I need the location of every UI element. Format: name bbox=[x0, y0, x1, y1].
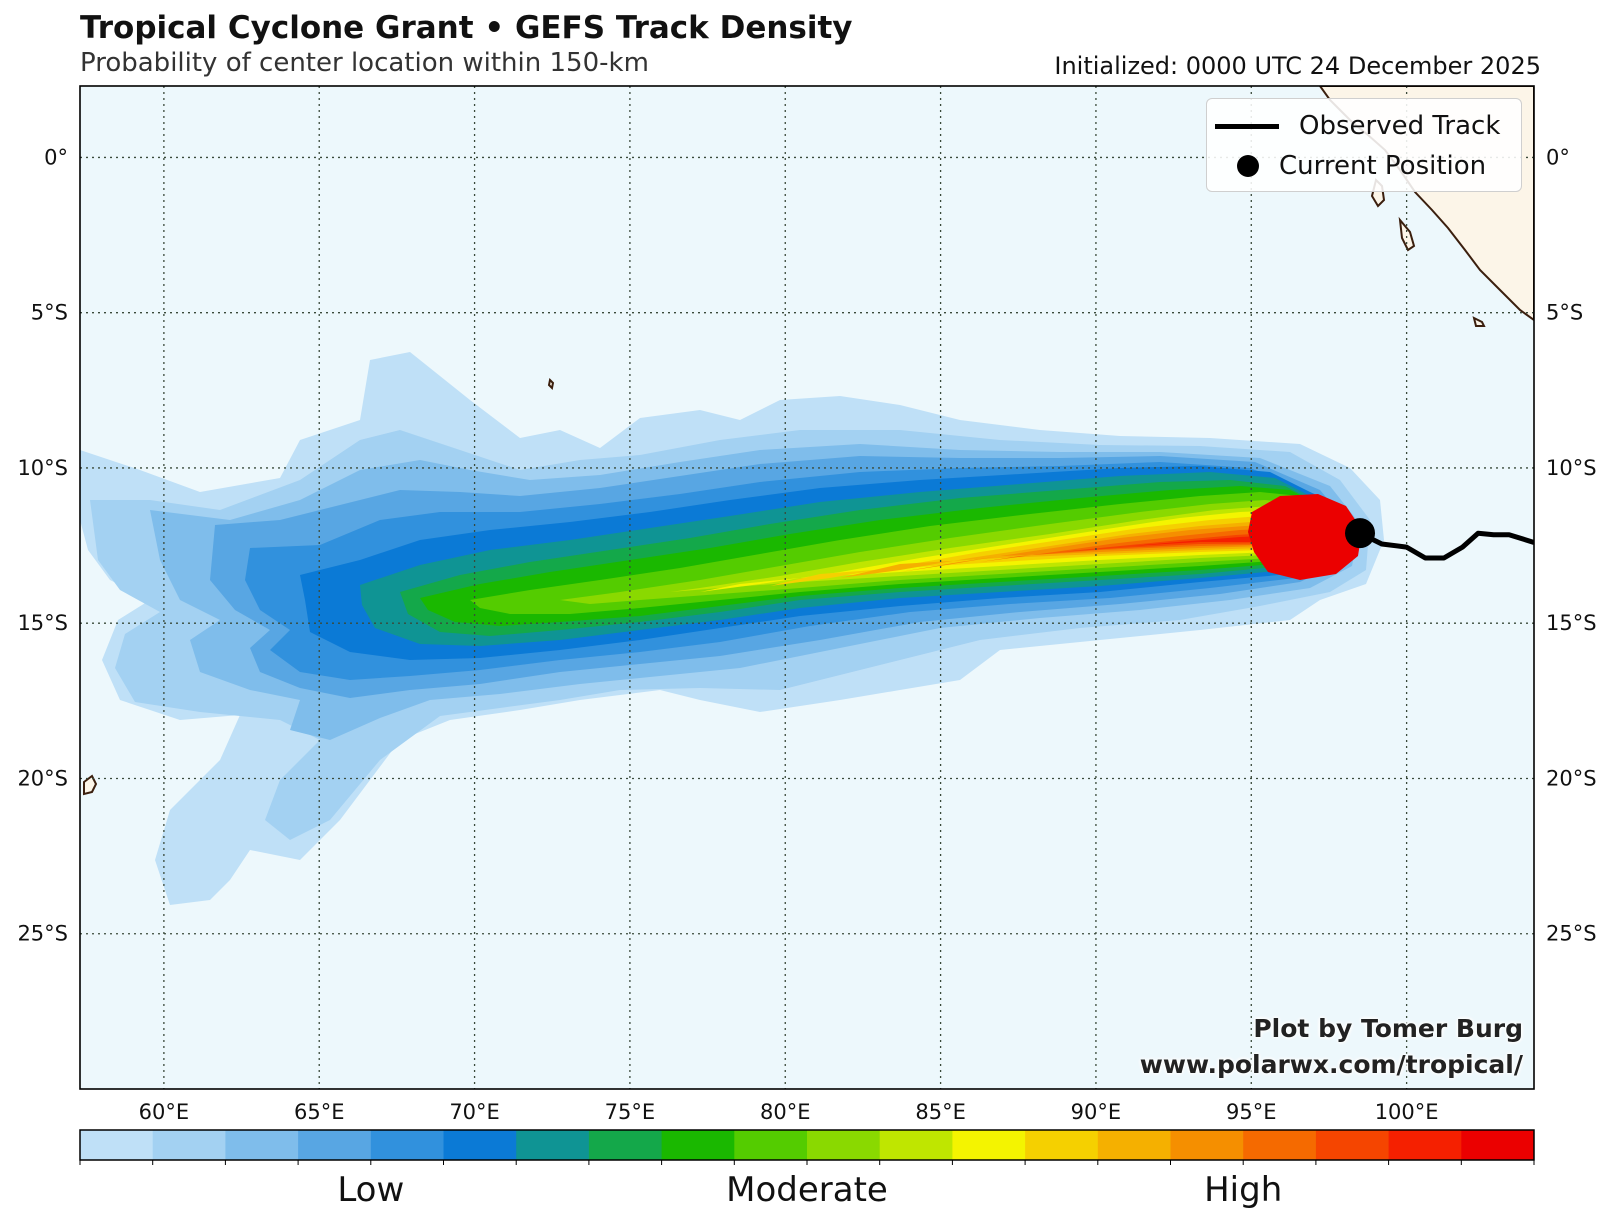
lat-label-left: 25°S bbox=[17, 922, 68, 946]
colorbar-swatch bbox=[588, 1130, 663, 1160]
colorbar-label-low: Low bbox=[337, 1170, 405, 1210]
lat-label-right: 25°S bbox=[1546, 922, 1597, 946]
lon-label: 60°E bbox=[139, 1100, 190, 1124]
density-field bbox=[80, 352, 1384, 905]
legend-track-label: Observed Track bbox=[1299, 111, 1501, 141]
colorbar-swatch bbox=[80, 1130, 154, 1160]
lat-label-left: 0° bbox=[44, 145, 68, 169]
credit-author: Plot by Tomer Burg bbox=[1253, 1014, 1523, 1043]
colorbar-swatch bbox=[298, 1130, 372, 1160]
land-chagos-atoll bbox=[547, 377, 555, 391]
lat-label-right: 10°S bbox=[1546, 456, 1597, 480]
lat-label-left: 15°S bbox=[17, 611, 68, 635]
land-island bbox=[1398, 216, 1416, 252]
track-line-swatch bbox=[1215, 123, 1279, 129]
initialized-time: Initialized: 0000 UTC 24 December 2025 bbox=[1054, 52, 1541, 80]
legend-item-position: Current Position bbox=[1207, 151, 1486, 181]
lon-label: 70°E bbox=[449, 1100, 500, 1124]
lon-label: 100°E bbox=[1375, 1100, 1439, 1124]
land-rodrigues bbox=[83, 774, 98, 796]
lon-label: 85°E bbox=[915, 1100, 966, 1124]
lat-label-right: 20°S bbox=[1546, 766, 1597, 790]
lat-label-right: 5°S bbox=[1546, 301, 1583, 325]
lon-label: 90°E bbox=[1071, 1100, 1122, 1124]
colorbar-swatch bbox=[1025, 1130, 1099, 1160]
colorbar-swatch bbox=[1170, 1130, 1244, 1160]
map-title: Tropical Cyclone Grant • GEFS Track Dens… bbox=[80, 10, 853, 46]
colorbar-swatch bbox=[370, 1130, 444, 1160]
latitude-labels-left: 0° 5°S 10°S 15°S 20°S 25°S bbox=[17, 145, 68, 945]
colorbar-swatch bbox=[1243, 1130, 1317, 1160]
colorbar-swatch bbox=[1461, 1130, 1535, 1160]
map-legend: Observed Track Current Position bbox=[1206, 98, 1522, 192]
colorbar-swatch bbox=[661, 1130, 735, 1160]
colorbar-swatch bbox=[1388, 1130, 1462, 1160]
latitude-labels-right: 0° 5°S 10°S 15°S 20°S 25°S bbox=[1546, 145, 1597, 945]
credit-url: www.polarwx.com/tropical/ bbox=[1139, 1050, 1523, 1079]
colorbar-label-moderate: Moderate bbox=[726, 1170, 888, 1210]
colorbar-swatch bbox=[807, 1130, 881, 1160]
legend-position-label: Current Position bbox=[1279, 151, 1487, 181]
colorbar-swatch bbox=[516, 1130, 590, 1160]
lat-label-left: 5°S bbox=[31, 301, 68, 325]
colorbar-frame bbox=[79, 1129, 1535, 1161]
colorbar-swatch bbox=[952, 1130, 1026, 1160]
colorbar-label-high: High bbox=[1204, 1170, 1283, 1210]
current-position-marker bbox=[1345, 518, 1376, 549]
lon-label: 65°E bbox=[294, 1100, 345, 1124]
land-island bbox=[1472, 316, 1486, 327]
position-dot-swatch bbox=[1237, 155, 1259, 177]
colorbar-swatch bbox=[225, 1130, 299, 1160]
observed-track-line bbox=[1358, 530, 1534, 561]
colorbar-swatch bbox=[152, 1130, 226, 1160]
lon-label: 80°E bbox=[760, 1100, 811, 1124]
lat-label-right: 15°S bbox=[1546, 611, 1597, 635]
lon-label: 95°E bbox=[1226, 1100, 1277, 1124]
map-frame bbox=[79, 85, 1535, 1090]
colorbar-swatch bbox=[1315, 1130, 1390, 1160]
colorbar-swatch bbox=[443, 1130, 517, 1160]
map-subtitle: Probability of center location within 15… bbox=[80, 48, 649, 78]
lat-label-left: 10°S bbox=[17, 456, 68, 480]
graticule bbox=[80, 86, 1534, 1089]
lat-label-left: 20°S bbox=[17, 766, 68, 790]
lon-label: 75°E bbox=[605, 1100, 656, 1124]
legend-item-track: Observed Track bbox=[1207, 111, 1500, 141]
density-level-20 bbox=[1248, 494, 1362, 580]
lat-label-right: 0° bbox=[1546, 145, 1570, 169]
colorbar-swatch bbox=[879, 1130, 953, 1160]
colorbar-swatch bbox=[734, 1130, 808, 1160]
colorbar-swatch bbox=[1097, 1130, 1171, 1160]
colorbar bbox=[79, 1129, 1535, 1165]
longitude-labels: 60°E 65°E 70°E 75°E 80°E 85°E 90°E 95°E 100°E bbox=[139, 1100, 1439, 1124]
